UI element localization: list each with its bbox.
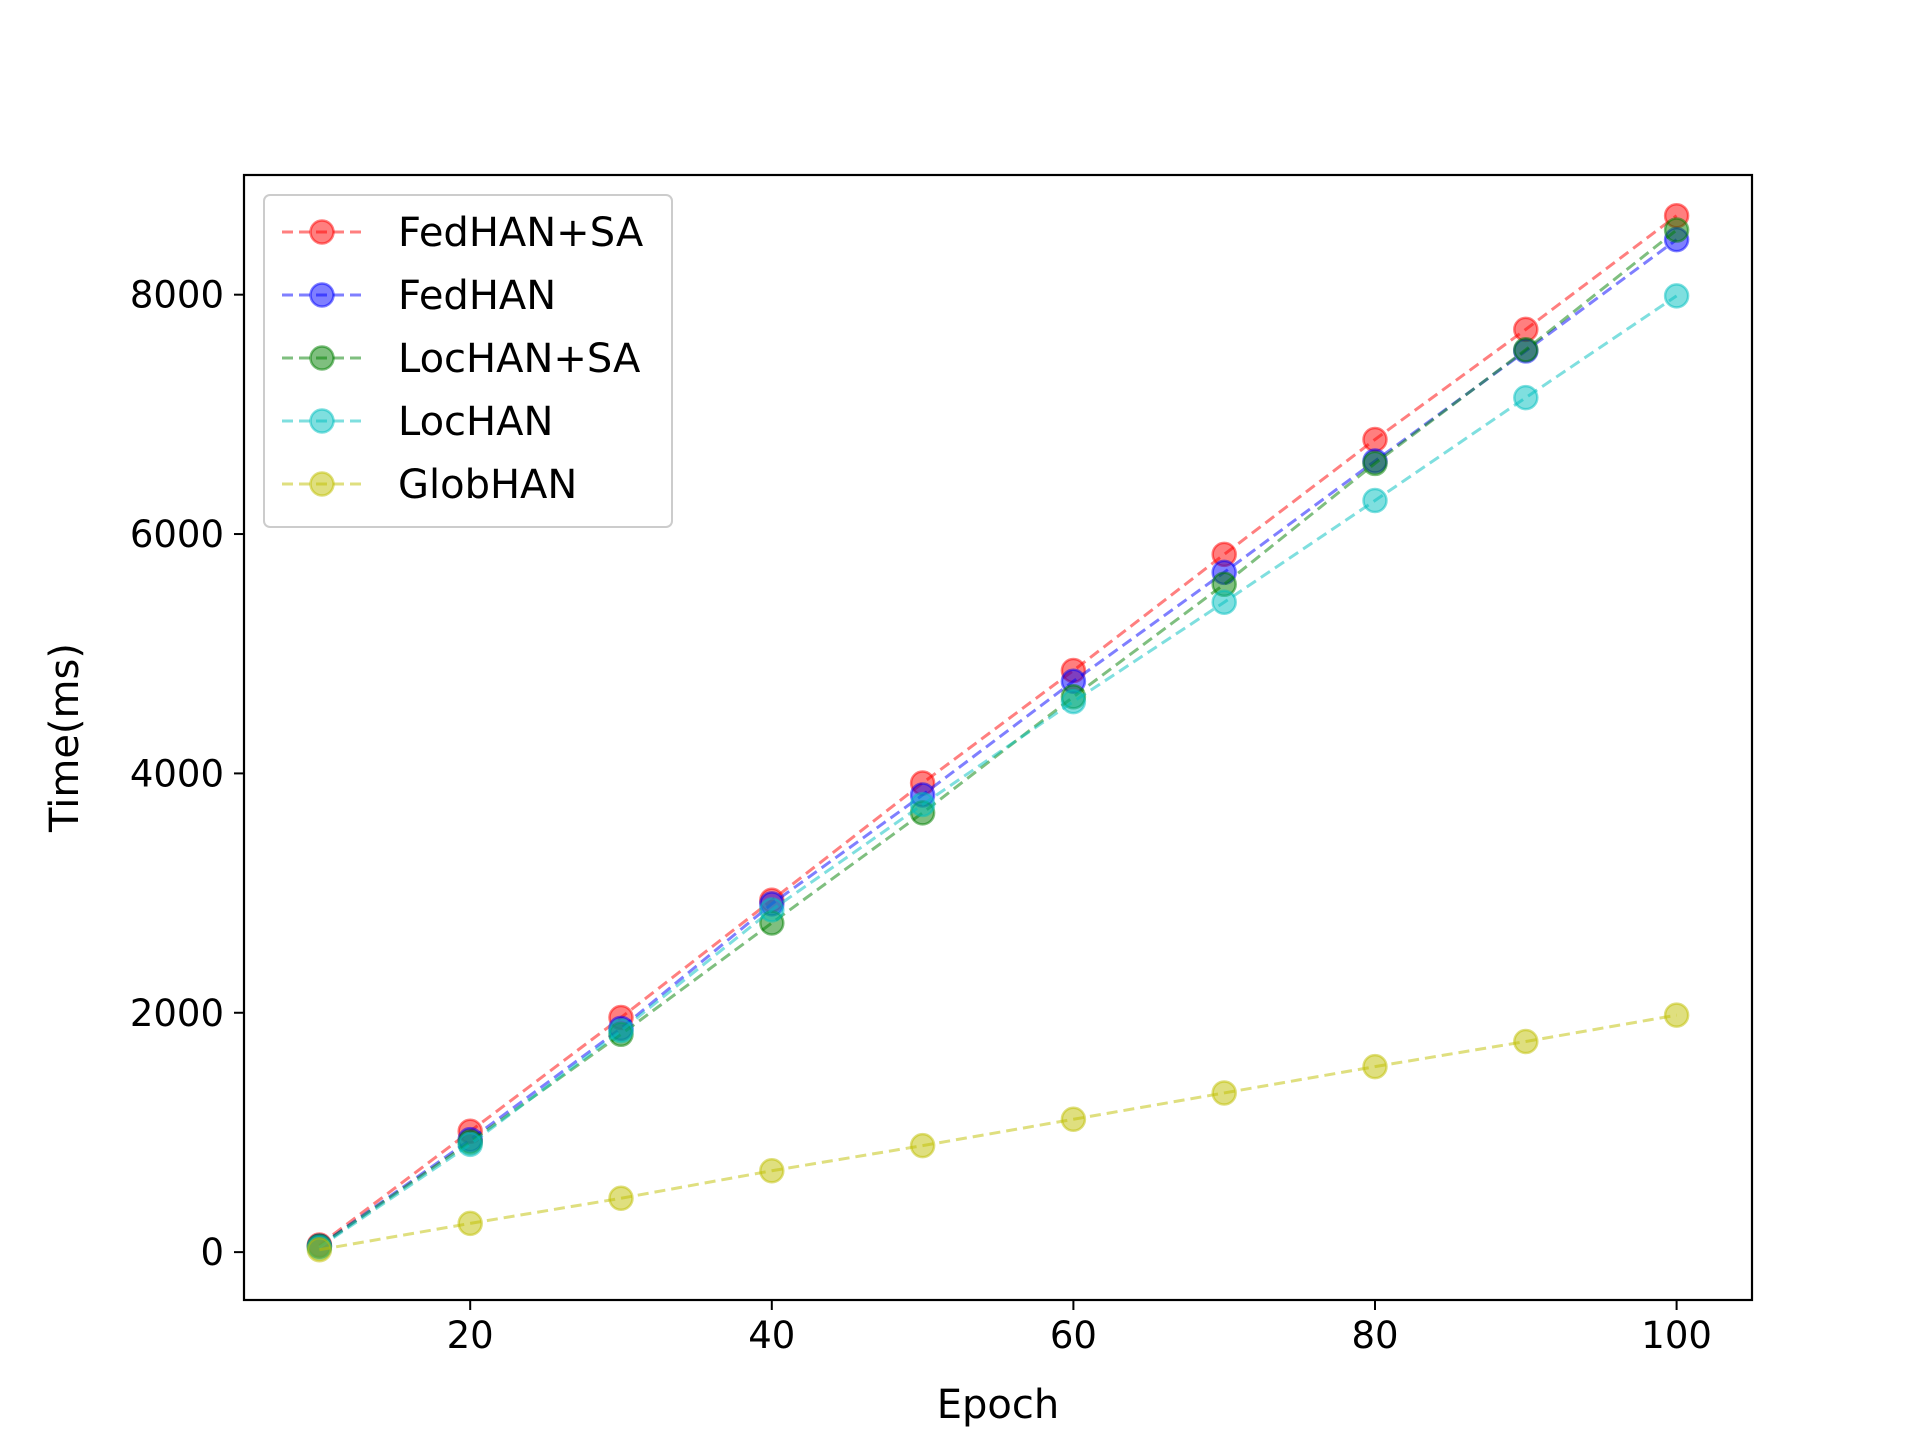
series-line — [318, 294, 1678, 1249]
legend-marker — [309, 219, 335, 245]
data-point — [1060, 1106, 1087, 1133]
x-tick-label: 60 — [1050, 1314, 1097, 1357]
x-tick-label: 40 — [748, 1314, 795, 1357]
x-tick-label: 80 — [1351, 1314, 1398, 1357]
y-tick-label: 2000 — [130, 992, 224, 1035]
y-axis-ticks: 0 2000 4000 6000 8000 — [130, 274, 244, 1274]
data-point — [1513, 1028, 1539, 1055]
x-tick-label: 100 — [1641, 1314, 1712, 1357]
data-point — [1362, 487, 1388, 514]
legend-marker — [309, 345, 335, 371]
plot-frame — [242, 173, 1754, 1302]
data-point — [1663, 283, 1690, 309]
series-globhan — [306, 1002, 1690, 1263]
y-tick-label: 8000 — [130, 274, 224, 317]
y-tick-label: 4000 — [130, 752, 224, 795]
legend-label: GlobHAN — [398, 462, 577, 508]
legend-marker — [309, 471, 335, 497]
data-point — [457, 1131, 483, 1158]
x-tick-label: 20 — [447, 1314, 494, 1357]
legend-box — [263, 194, 673, 528]
legend-label: FedHAN — [398, 273, 556, 319]
data-point — [759, 1157, 785, 1184]
legend-label: LocHAN+SA — [398, 336, 641, 382]
data-point — [457, 1210, 483, 1237]
data-point — [1362, 1053, 1388, 1080]
series-line — [318, 214, 1678, 1247]
legend-marker — [309, 282, 335, 308]
data-point — [306, 1236, 333, 1263]
data-point — [1060, 688, 1087, 715]
data-point — [1513, 336, 1539, 363]
y-tick-label: 0 — [200, 1231, 224, 1274]
data-point — [1663, 1002, 1690, 1028]
legend: FedHAN+SA FedHAN LocHAN+SA LocHAN GlobHAN — [263, 194, 673, 528]
series-layer — [306, 202, 1690, 1263]
data-point — [1362, 450, 1388, 477]
legend-marker — [309, 408, 335, 434]
data-point — [1663, 217, 1690, 243]
series-lochan — [306, 283, 1690, 1261]
data-point — [608, 1185, 634, 1212]
series-line — [319, 1013, 1677, 1252]
data-point — [1211, 1080, 1237, 1106]
data-point — [1211, 589, 1237, 616]
y-tick-label: 6000 — [130, 513, 224, 556]
series-line — [318, 238, 1678, 1248]
legend-label: LocHAN — [398, 399, 553, 445]
data-point — [909, 791, 936, 818]
data-point — [608, 1017, 634, 1044]
y-axis-label: Time(ms) — [42, 643, 88, 833]
data-point — [909, 1132, 936, 1159]
data-point — [1513, 384, 1539, 411]
x-axis-label: Epoch — [937, 1382, 1059, 1428]
data-point — [759, 897, 785, 923]
data-point — [1362, 426, 1388, 453]
x-axis-ticks: 20 40 60 80 100 — [447, 1300, 1712, 1357]
legend-label: FedHAN+SA — [398, 210, 644, 256]
